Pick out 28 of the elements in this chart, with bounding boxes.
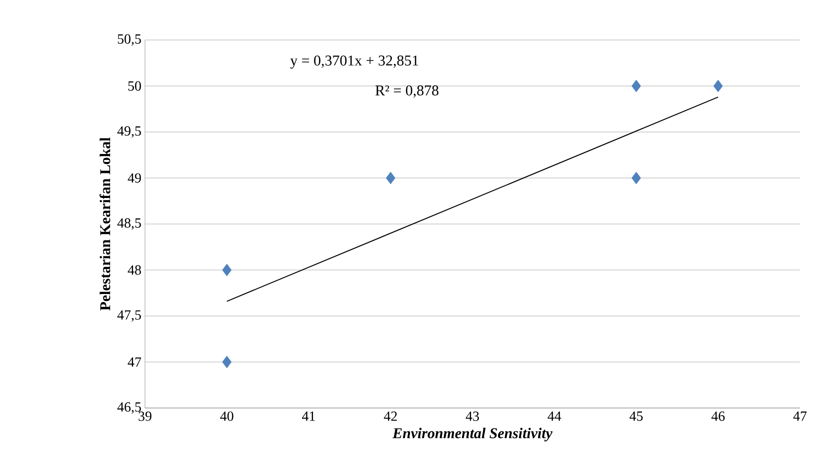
- x-tick-label: 41: [302, 412, 315, 421]
- y-tick-label: 50,5: [118, 34, 141, 46]
- y-tick-label: 47: [128, 357, 142, 367]
- y-axis-title: Pelestarian Kearifan Lokal: [100, 138, 110, 310]
- point: [222, 264, 232, 276]
- y-tick-label: 49: [128, 173, 141, 183]
- x-tick-label: 46: [711, 412, 725, 421]
- x-tick-label: 40: [220, 412, 234, 421]
- y-tick-label: 50: [128, 81, 141, 91]
- y-tick-label: 46,5: [117, 402, 141, 414]
- y-tick-label: 47,5: [117, 310, 141, 322]
- y-tick-label: 48,5: [117, 218, 141, 230]
- x-tick-label: 47: [793, 412, 807, 421]
- x-axis-title: Environmental Sensitivity: [392, 428, 552, 442]
- x-tick-label: 42: [384, 412, 397, 421]
- y-tick-label: 49,5: [117, 126, 141, 138]
- annotation: R² = 0,878: [375, 85, 438, 98]
- point: [632, 172, 641, 184]
- point: [713, 80, 723, 92]
- y-tick-label: 48: [128, 265, 141, 275]
- point: [386, 172, 396, 184]
- annotation: y = 0,3701x + 32,851: [290, 55, 418, 69]
- x-tick-label: 44: [548, 412, 562, 421]
- point: [222, 356, 232, 368]
- x-tick-label: 43: [466, 412, 479, 421]
- x-tick-label: 39: [138, 412, 152, 421]
- point: [632, 80, 641, 92]
- x-tick-label: 45: [630, 412, 643, 421]
